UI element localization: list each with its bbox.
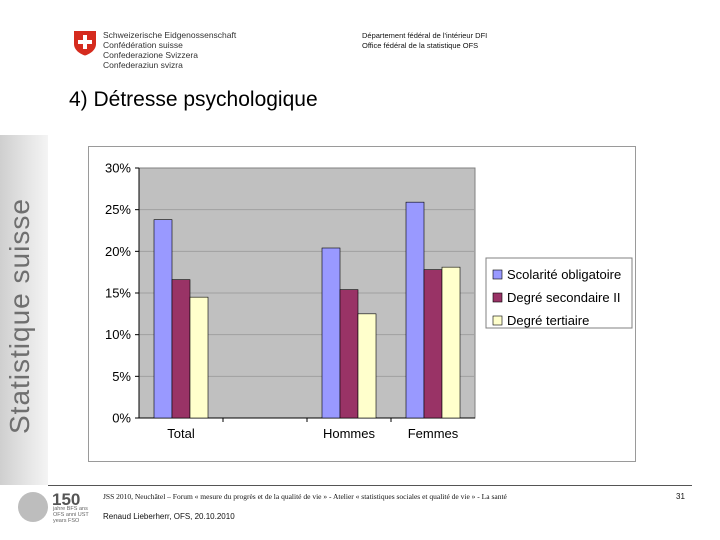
legend-swatch [492,292,503,303]
y-tick-label: 5% [112,369,131,384]
bar [423,269,443,419]
fso-logo-icon [18,492,48,522]
x-category-label: Total [167,426,195,441]
legend-swatch [492,269,503,280]
anniversary-number: 150 [52,490,81,509]
chart-frame: 0% 5% 10% 15% 20% 25% 30% Total Hommes Femmes Scol… [88,146,636,462]
footer-author: Renaud Lieberherr, OFS, 20.10.2010 [103,512,235,521]
department-info: Département fédéral de l'intérieur DFI O… [362,31,487,51]
page-number: 31 [676,492,685,501]
bar [441,266,461,419]
legend-label: Scolarité obligatoire [507,267,621,282]
bar [357,313,377,419]
bar [405,201,425,419]
bar [171,279,191,419]
legend-label: Degré secondaire II [507,290,620,305]
bar [153,219,173,419]
legend-label: Degré tertiaire [507,313,589,328]
bar [339,289,359,419]
y-tick-label: 10% [105,327,131,342]
y-tick-label: 20% [105,244,131,259]
slide-title: 4) Détresse psychologique [69,88,318,111]
x-category-label: Hommes [323,426,376,441]
legend-box [485,257,633,329]
confed-name-fr: Confédération suisse [103,40,183,50]
side-band-text: Statistique suisse [4,198,35,434]
slide-header: Schweizerische Eidgenossenschaft Confédé… [0,0,720,80]
y-tick-label: 0% [112,411,131,426]
y-tick-label: 25% [105,202,131,217]
swiss-coat-of-arms-icon [74,31,96,56]
bar [189,296,209,419]
bar-chart: 0% 5% 10% 15% 20% 25% 30% Total Hommes Femmes Scol… [105,161,633,441]
legend-swatch [492,315,503,326]
department-name: Département fédéral de l'intérieur DFI [362,31,488,40]
x-category-label: Femmes [408,426,459,441]
confederation-names: Schweizerische Eidgenossenschaft Confédé… [103,30,236,70]
office-name: Office fédéral de la statistique OFS [362,41,479,50]
anniversary-text: jahre BFS ans OFS anni UST years FSO [53,506,89,524]
footer-divider [48,485,692,486]
confed-name-rm: Confederaziun svizra [103,60,183,70]
confed-name-it: Confederazione Svizzera [103,50,198,60]
side-decorative-band [0,135,48,485]
y-tick-label: 30% [105,161,131,176]
y-tick-label: 15% [105,286,131,301]
confed-name-de: Schweizerische Eidgenossenschaft [103,30,237,40]
footer-event-text: JSS 2010, Neuchâtel – Forum « mesure du … [103,492,507,501]
bar [321,247,341,419]
